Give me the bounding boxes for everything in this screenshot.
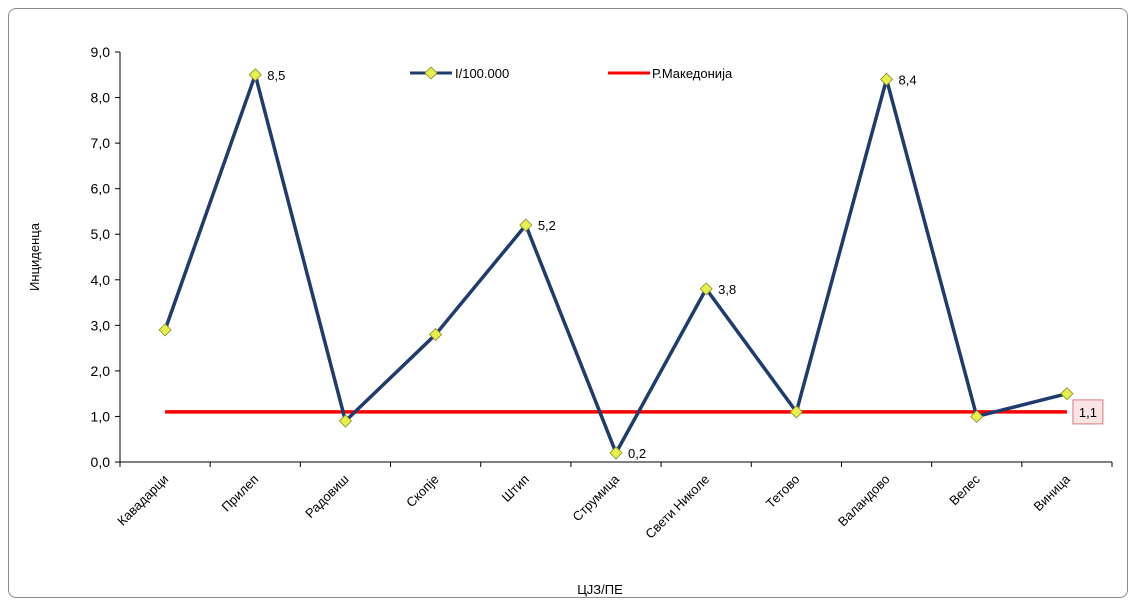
legend-item-macedonia: Р.Македонија [608,66,733,81]
y-axis-title: Инциденца [27,222,42,291]
y-tick-label: 5,0 [91,226,111,242]
y-tick-label: 6,0 [91,181,111,197]
x-ticks: Кавадарци Прилеп Радовиш Скопје Штип Струмица… [114,462,1113,542]
y-tick-label: 1,0 [91,408,111,424]
data-point [158,323,172,337]
x-tick-label: Штип [499,472,532,505]
legend-item-incidence: I/100.000 [410,66,509,81]
chart-frame [8,8,1128,598]
data-label: 8,5 [267,68,285,83]
data-labels-layer: 8,5 5,2 0,2 3,8 8,4 1,1 [267,68,1104,461]
x-tick-label: Свети Николе [642,472,712,542]
y-tick-label: 2,0 [91,363,111,379]
x-tick-label: Кавадарци [114,472,171,529]
data-point [429,327,443,342]
y-tick-label: 8,0 [91,90,111,106]
data-point [609,446,623,460]
data-point [789,405,803,419]
legend-label-incidence: I/100.000 [455,66,509,81]
axes [119,52,1112,463]
y-tick-label: 9,0 [91,44,111,60]
data-point [879,72,894,86]
x-tick-label: Велес [946,471,983,508]
y-tick-label: 0,0 [91,454,111,470]
x-tick-label: Виница [1031,471,1074,514]
ref-data-label: 1,1 [1079,405,1097,420]
data-label: 8,4 [899,72,917,87]
data-label: 5,2 [538,218,556,233]
x-tick-label: Радовиш [302,472,351,521]
x-tick-label: Скопје [403,472,442,511]
series-line-incidence [163,73,1068,455]
markers-layer [158,68,1074,460]
series-layer [163,73,1068,455]
x-tick-label: Струмица [569,471,622,524]
data-label: 3,8 [718,282,736,297]
data-point [338,414,353,428]
x-tick-label: Валандово [835,472,893,530]
legend: I/100.000 Р.Македонија [410,66,733,81]
x-tick-label: Прилеп [218,472,261,515]
x-tick-label: Тетово [763,472,803,512]
x-axis-title: ЦЈЗ/ПЕ [577,582,623,597]
y-ticks: 0,0 1,0 2,0 3,0 4,0 5,0 6,0 7,0 8,0 9,0 [91,44,120,470]
data-point [519,218,533,232]
y-tick-label: 7,0 [91,135,111,151]
data-point [248,68,262,82]
y-tick-label: 3,0 [91,317,111,333]
data-label: 0,2 [628,446,646,461]
ref-label-box [1072,399,1104,425]
data-point [699,282,713,296]
data-point [1060,387,1074,401]
legend-label-macedonia: Р.Македонија [652,66,733,81]
y-tick-label: 4,0 [91,272,111,288]
data-point [970,409,984,424]
